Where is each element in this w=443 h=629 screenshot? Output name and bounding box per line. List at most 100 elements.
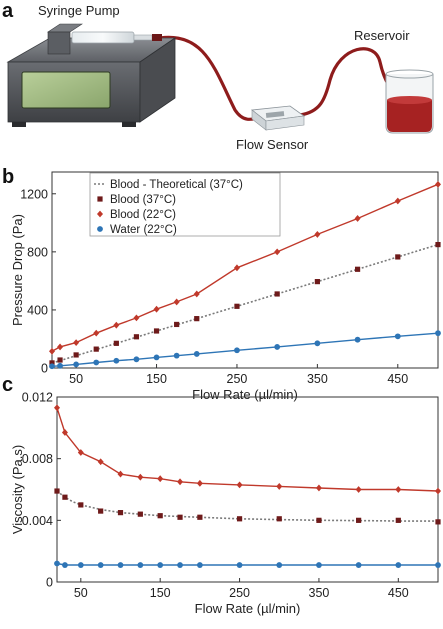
data-point	[133, 314, 140, 322]
series-line-theoretical	[56, 490, 439, 522]
data-point	[157, 475, 164, 483]
data-point	[197, 514, 203, 520]
data-point	[435, 330, 441, 337]
data-point	[274, 248, 281, 256]
data-point	[137, 473, 144, 481]
x-tick-label: 250	[229, 586, 250, 600]
y-axis-title: Pressure Drop (Pa)	[10, 214, 25, 326]
y-tick-label: 0.008	[22, 452, 53, 466]
data-point	[314, 279, 320, 285]
data-point	[435, 487, 441, 495]
x-tick-label: 150	[146, 372, 167, 386]
data-point	[153, 354, 160, 361]
data-point	[236, 516, 243, 522]
data-point	[355, 562, 362, 568]
data-point	[316, 562, 322, 568]
plot-frame	[51, 171, 439, 369]
y-tick-label: 0.004	[22, 514, 53, 528]
data-point	[98, 508, 104, 514]
panel-a: a	[2, 0, 434, 152]
legend-entry: Blood (22°C)	[110, 209, 176, 221]
data-point	[93, 359, 100, 366]
data-point	[196, 562, 203, 568]
data-point	[113, 340, 119, 346]
data-point	[153, 328, 160, 334]
data-point	[194, 316, 200, 322]
data-point	[61, 429, 68, 436]
data-point	[49, 363, 55, 370]
data-point	[355, 486, 362, 493]
x-tick-label: 250	[227, 372, 248, 386]
data-point	[234, 347, 240, 354]
data-point	[133, 356, 140, 363]
data-point	[62, 494, 68, 500]
x-tick-label: 450	[388, 586, 409, 600]
data-point	[177, 562, 183, 568]
legend-entry: Blood (37°C)	[110, 194, 176, 206]
data-point	[54, 488, 60, 494]
data-point	[177, 478, 184, 486]
data-point	[315, 484, 322, 492]
x-tick-label: 50	[74, 586, 88, 600]
legend: Blood - Theoretical (37°C) Blood (37°C) Bl…	[89, 172, 281, 237]
data-point	[276, 516, 282, 522]
data-point	[57, 357, 63, 363]
x-tick-label: 350	[307, 372, 328, 386]
data-point	[435, 241, 441, 248]
y-tick-label: 400	[27, 303, 48, 317]
data-point	[117, 510, 124, 516]
data-point	[73, 361, 80, 368]
data-point	[157, 562, 164, 568]
data-point	[54, 404, 60, 412]
series-line-theoretical	[51, 243, 439, 364]
data-point	[354, 215, 361, 222]
data-point	[395, 562, 402, 568]
data-point	[57, 343, 64, 351]
syringe-pump-illustration	[6, 23, 177, 127]
data-point	[233, 264, 240, 272]
data-point	[137, 511, 143, 517]
x-axis-title: Flow Rate (µl/min)	[195, 601, 301, 616]
data-point	[173, 298, 180, 306]
data-point	[97, 458, 104, 466]
y-tick-label: 800	[27, 245, 48, 259]
data-point	[276, 562, 283, 568]
data-point	[113, 321, 120, 329]
data-point	[93, 329, 100, 337]
data-point	[49, 347, 55, 355]
data-point	[49, 360, 55, 366]
data-point	[93, 346, 99, 352]
data-point	[77, 449, 84, 456]
data-point	[73, 339, 80, 346]
data-point	[73, 352, 79, 358]
data-point	[137, 562, 144, 568]
data-point	[236, 562, 243, 568]
legend-swatch	[97, 196, 103, 202]
data-point	[196, 479, 203, 487]
x-tick-label: 350	[309, 586, 330, 600]
data-point	[394, 333, 401, 340]
legend-entry: Water (22°C)	[110, 224, 177, 236]
data-point	[117, 470, 124, 478]
data-point	[78, 502, 84, 508]
data-point	[276, 483, 283, 490]
data-point	[354, 336, 361, 343]
data-point	[193, 290, 200, 298]
x-tick-label: 450	[387, 372, 408, 386]
data-point	[234, 303, 240, 309]
reservoir-illustration	[385, 69, 434, 134]
panel-a-letter: a	[2, 0, 14, 22]
data-point	[236, 481, 243, 489]
data-point	[113, 357, 120, 364]
viscosity-chart: 50 150 250 350 450 0 0.004 0.008 0.012 Flow Rate …	[10, 391, 441, 616]
legend-box	[89, 172, 281, 237]
data-point	[274, 344, 281, 350]
data-point	[153, 305, 160, 313]
syringe-pump-label: Syringe Pump	[38, 3, 120, 18]
data-point	[54, 560, 60, 567]
data-point	[62, 562, 68, 568]
x-axis-title: Flow Rate (µl/min)	[192, 387, 298, 402]
panel-b-letter: b	[2, 166, 14, 188]
flow-sensor-illustration	[250, 105, 306, 131]
